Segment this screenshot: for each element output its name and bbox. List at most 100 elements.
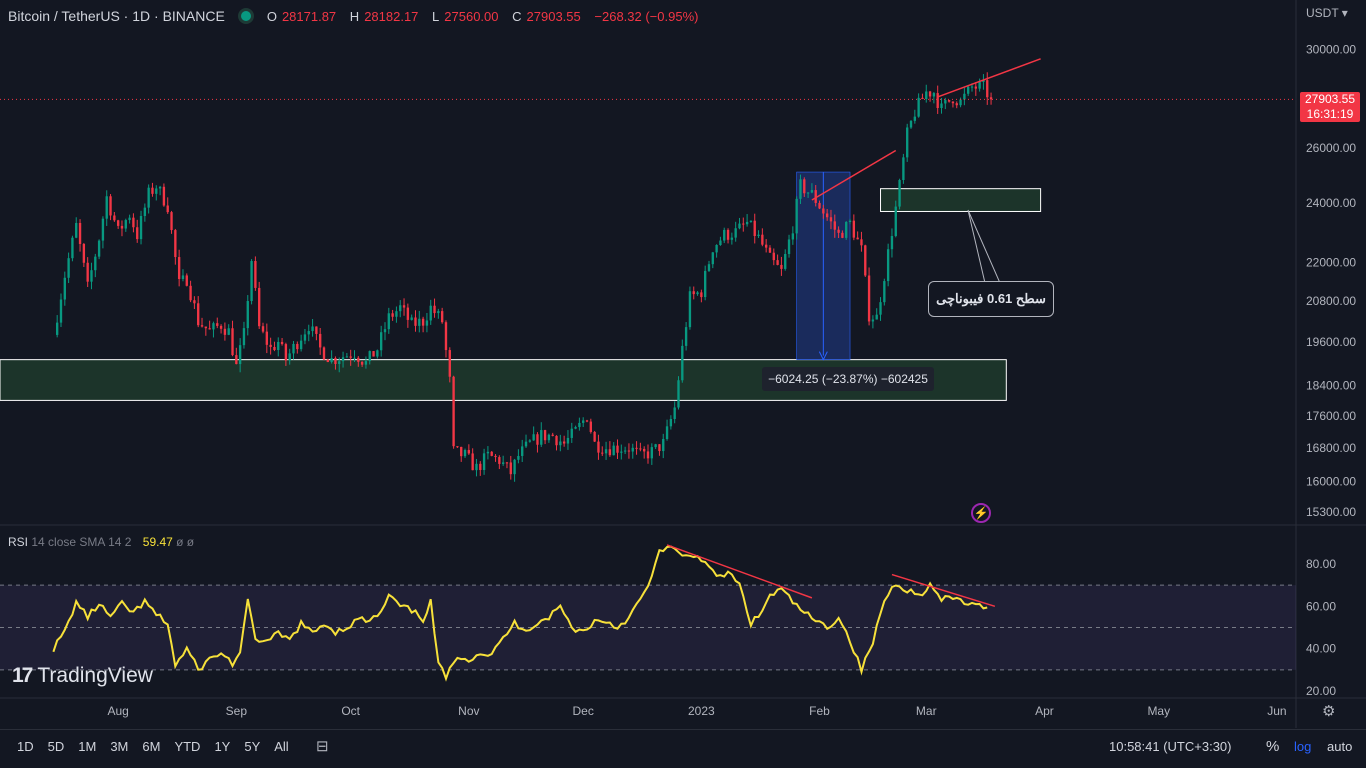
candle-body <box>944 100 947 104</box>
calendar-range-icon[interactable]: ⊟ <box>316 738 329 755</box>
candle-body <box>749 220 753 222</box>
candle-body <box>909 120 913 128</box>
candle-body <box>726 229 730 240</box>
currency-selector[interactable]: USDT ▾ <box>1306 6 1348 20</box>
bottom-toolbar: 1D 5D 1M 3M 6M YTD 1Y 5Y All ⊟ 10:58:41 … <box>0 729 1366 763</box>
candle-body <box>601 452 604 454</box>
candle-body <box>311 326 314 332</box>
timeframe-1d[interactable]: 1D <box>17 739 34 754</box>
timeframe-6m[interactable]: 6M <box>142 739 161 754</box>
candle-body <box>288 353 291 361</box>
candle-body <box>669 419 673 427</box>
time-tick-label: Nov <box>458 704 479 718</box>
candle-body <box>59 299 63 323</box>
candle-body <box>951 101 955 104</box>
rsi-params: 14 close SMA 14 2 <box>31 535 132 549</box>
timeframe-5y[interactable]: 5Y <box>244 739 261 754</box>
candle-body <box>540 430 543 445</box>
timeframe-ytd[interactable]: YTD <box>174 739 201 754</box>
symbol-title[interactable]: Bitcoin / TetherUS · 1D · BINANCE <box>8 8 225 24</box>
candle-body <box>120 225 124 229</box>
candle-body <box>589 421 593 432</box>
candle-body <box>665 426 669 440</box>
trendline-feb <box>811 149 897 201</box>
auto-toggle[interactable]: auto <box>1327 739 1353 754</box>
candle-body <box>627 450 631 452</box>
candle-body <box>254 261 257 288</box>
candle-body <box>921 97 924 100</box>
candle-body <box>433 305 436 314</box>
flash-alert-icon[interactable]: ⚡ <box>971 503 991 523</box>
market-open-dot-icon <box>240 11 251 21</box>
fib-callout[interactable]: سطح 0.61 فیبوناچی <box>928 281 1054 317</box>
candle-body <box>989 97 993 100</box>
candle-body <box>677 380 680 408</box>
candle-body <box>623 450 627 452</box>
candle-body <box>479 463 482 470</box>
candle-body <box>296 343 299 350</box>
candle-body <box>379 332 383 351</box>
candle-body <box>250 261 253 302</box>
candle-body <box>418 318 421 326</box>
candle-body <box>94 256 97 271</box>
candle-body <box>338 361 341 365</box>
candle-body <box>578 422 581 428</box>
candle-body <box>109 196 112 216</box>
clock-timezone[interactable]: 10:58:41 (UTC+3:30) <box>1109 739 1232 754</box>
candle-body <box>128 217 131 221</box>
candle-body <box>86 262 89 282</box>
tradingview-logo: 17 <box>12 664 33 687</box>
timeframe-1y[interactable]: 1Y <box>214 739 231 754</box>
candle-body <box>662 439 665 452</box>
candle-body <box>437 311 440 314</box>
candle-body <box>406 307 410 320</box>
price-tick-label: 18400.00 <box>1306 378 1356 392</box>
candle-body <box>521 446 524 456</box>
timeframe-1m[interactable]: 1M <box>78 739 97 754</box>
callout-pointer <box>967 209 1001 284</box>
price-tick-label: 22000.00 <box>1306 256 1356 270</box>
candle-body <box>63 277 66 300</box>
candle-body <box>330 358 333 363</box>
time-tick-label: Mar <box>916 704 937 718</box>
fib-zone <box>880 188 1042 212</box>
candle-body <box>784 254 787 269</box>
candle-body <box>684 327 688 346</box>
candle-body <box>986 80 989 98</box>
candle-body <box>608 449 612 456</box>
timeframe-3m[interactable]: 3M <box>110 739 129 754</box>
candle-body <box>212 323 215 330</box>
candle-body <box>723 229 726 241</box>
candle-body <box>185 275 188 286</box>
rsi-legend[interactable]: RSI 14 close SMA 14 2 59.47 ø ø <box>8 535 194 549</box>
candle-body <box>467 450 471 454</box>
timeframe-5d[interactable]: 5D <box>47 739 65 754</box>
timeframe-all[interactable]: All <box>274 739 289 754</box>
candle-body <box>582 420 585 423</box>
candle-body <box>269 344 272 347</box>
candle-body <box>932 93 936 97</box>
candle-body <box>246 301 249 329</box>
candle-body <box>334 358 337 365</box>
percent-toggle[interactable]: % <box>1266 738 1280 755</box>
candle-body <box>349 356 352 358</box>
log-toggle[interactable]: log <box>1294 739 1312 754</box>
candle-body <box>837 229 840 233</box>
price-tick-label: 30000.00 <box>1306 43 1356 57</box>
candle-body <box>448 350 451 377</box>
candle-body <box>742 223 745 225</box>
candle-body <box>452 376 455 447</box>
candle-body <box>658 444 661 452</box>
candle-body <box>787 239 791 255</box>
time-tick-label: Dec <box>573 704 594 718</box>
gear-icon[interactable]: ⚙ <box>1322 703 1336 720</box>
candle-body <box>177 257 181 280</box>
candle-body <box>841 232 844 238</box>
candle-body <box>681 345 684 381</box>
candle-body <box>460 446 463 457</box>
candle-body <box>864 245 867 276</box>
candle-body <box>147 187 150 208</box>
candle-body <box>402 305 406 308</box>
open-value: 28171.87 <box>281 8 337 24</box>
